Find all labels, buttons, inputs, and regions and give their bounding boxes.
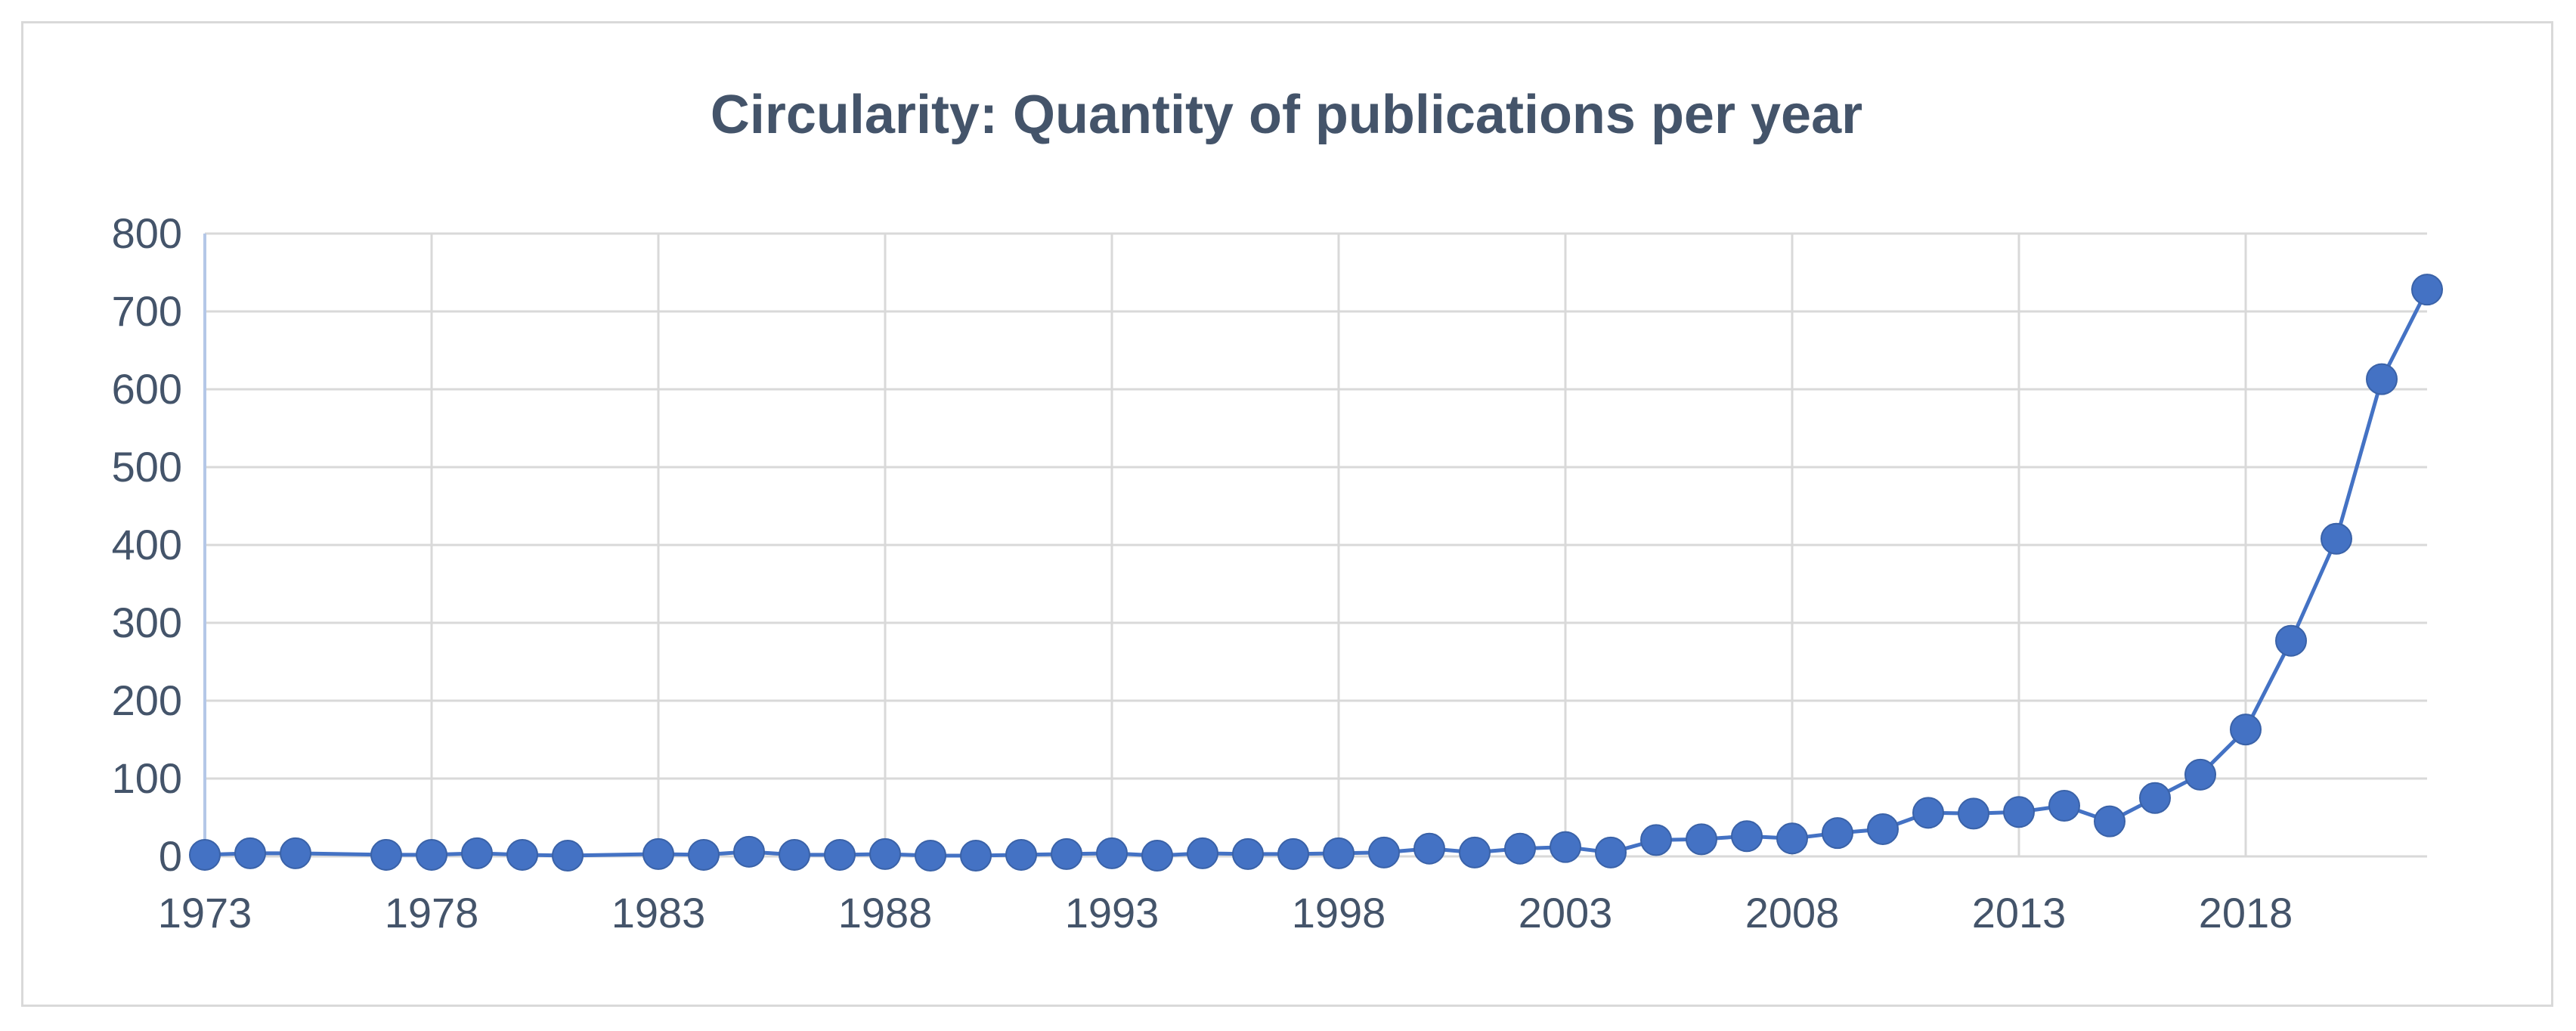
data-point	[733, 835, 765, 868]
x-tick-label: 2003	[1519, 889, 1613, 937]
x-tick-label: 2013	[1972, 889, 2067, 937]
data-point	[2411, 274, 2443, 306]
data-point	[1867, 813, 1899, 845]
data-point	[1368, 836, 1400, 868]
data-point	[2048, 790, 2080, 822]
data-point	[2230, 714, 2262, 746]
y-tick-label: 600	[112, 365, 182, 413]
chart-title: Circularity: Quantity of publications pe…	[711, 85, 1862, 145]
data-point	[1595, 836, 1627, 868]
data-point	[1141, 839, 1173, 872]
x-tick-label: 1973	[158, 889, 252, 937]
gridlines	[205, 232, 2427, 856]
x-tick-label: 1988	[838, 889, 933, 937]
data-point	[2003, 796, 2035, 828]
data-point	[688, 838, 720, 871]
data-point	[280, 837, 311, 869]
y-tick-label: 800	[112, 209, 182, 257]
data-point	[2366, 363, 2398, 395]
data-point	[1051, 837, 1082, 870]
x-tick-label: 1978	[385, 889, 479, 937]
data-point	[2321, 522, 2352, 555]
data-point	[1958, 797, 1989, 830]
data-point	[824, 838, 856, 871]
x-axis-tick-labels: 1973 1978 1983 1988 1993 1998 2003 2008 2013 2018	[158, 889, 2293, 937]
data-point	[416, 838, 447, 871]
data-point	[461, 837, 493, 869]
data-point	[234, 837, 266, 869]
data-point	[370, 838, 402, 871]
y-tick-label: 0	[159, 832, 182, 880]
data-point	[1731, 820, 1763, 853]
data-point	[779, 838, 810, 871]
data-point	[2094, 805, 2126, 837]
data-point	[1912, 797, 1944, 829]
x-tick-label: 1983	[611, 889, 706, 937]
y-tick-label: 300	[112, 599, 182, 646]
data-point	[2275, 624, 2307, 657]
y-tick-label: 200	[112, 676, 182, 724]
data-point	[1550, 831, 1581, 863]
x-tick-label: 1993	[1065, 889, 1160, 937]
series-line	[204, 289, 2429, 858]
y-tick-label: 700	[112, 287, 182, 335]
data-point	[1005, 838, 1037, 871]
data-point	[189, 838, 221, 871]
data-point	[1640, 824, 1672, 856]
data-point	[642, 837, 674, 870]
x-tick-label: 1998	[1292, 889, 1386, 937]
data-point	[552, 839, 584, 872]
y-tick-label: 100	[112, 754, 182, 802]
data-point	[1686, 823, 1717, 856]
chart-frame: Circularity: Quantity of publications pe…	[21, 21, 2553, 1007]
data-point	[1096, 837, 1128, 869]
data-point	[960, 839, 992, 872]
line-chart: Circularity: Quantity of publications pe…	[112, 85, 2443, 937]
data-point	[2184, 758, 2216, 791]
data-point	[915, 839, 946, 872]
x-tick-label: 2008	[1745, 889, 1840, 937]
data-point	[1504, 832, 1536, 865]
data-point	[1232, 837, 1264, 870]
data-point	[1459, 836, 1491, 868]
data-point	[1413, 832, 1445, 865]
data-point	[1776, 822, 1808, 855]
x-tick-label: 2018	[2199, 889, 2293, 937]
data-point	[1187, 837, 1218, 869]
y-tick-label: 400	[112, 521, 182, 568]
series-layer	[189, 274, 2443, 872]
data-point	[506, 838, 538, 871]
y-tick-label: 500	[112, 443, 182, 491]
data-point	[2139, 782, 2171, 814]
data-point	[869, 837, 901, 870]
y-axis-tick-labels: 0 100 200 300 400 500 600 700 800	[112, 209, 182, 880]
data-point	[1822, 817, 1853, 850]
data-point	[1323, 837, 1355, 869]
data-point	[1277, 837, 1309, 870]
